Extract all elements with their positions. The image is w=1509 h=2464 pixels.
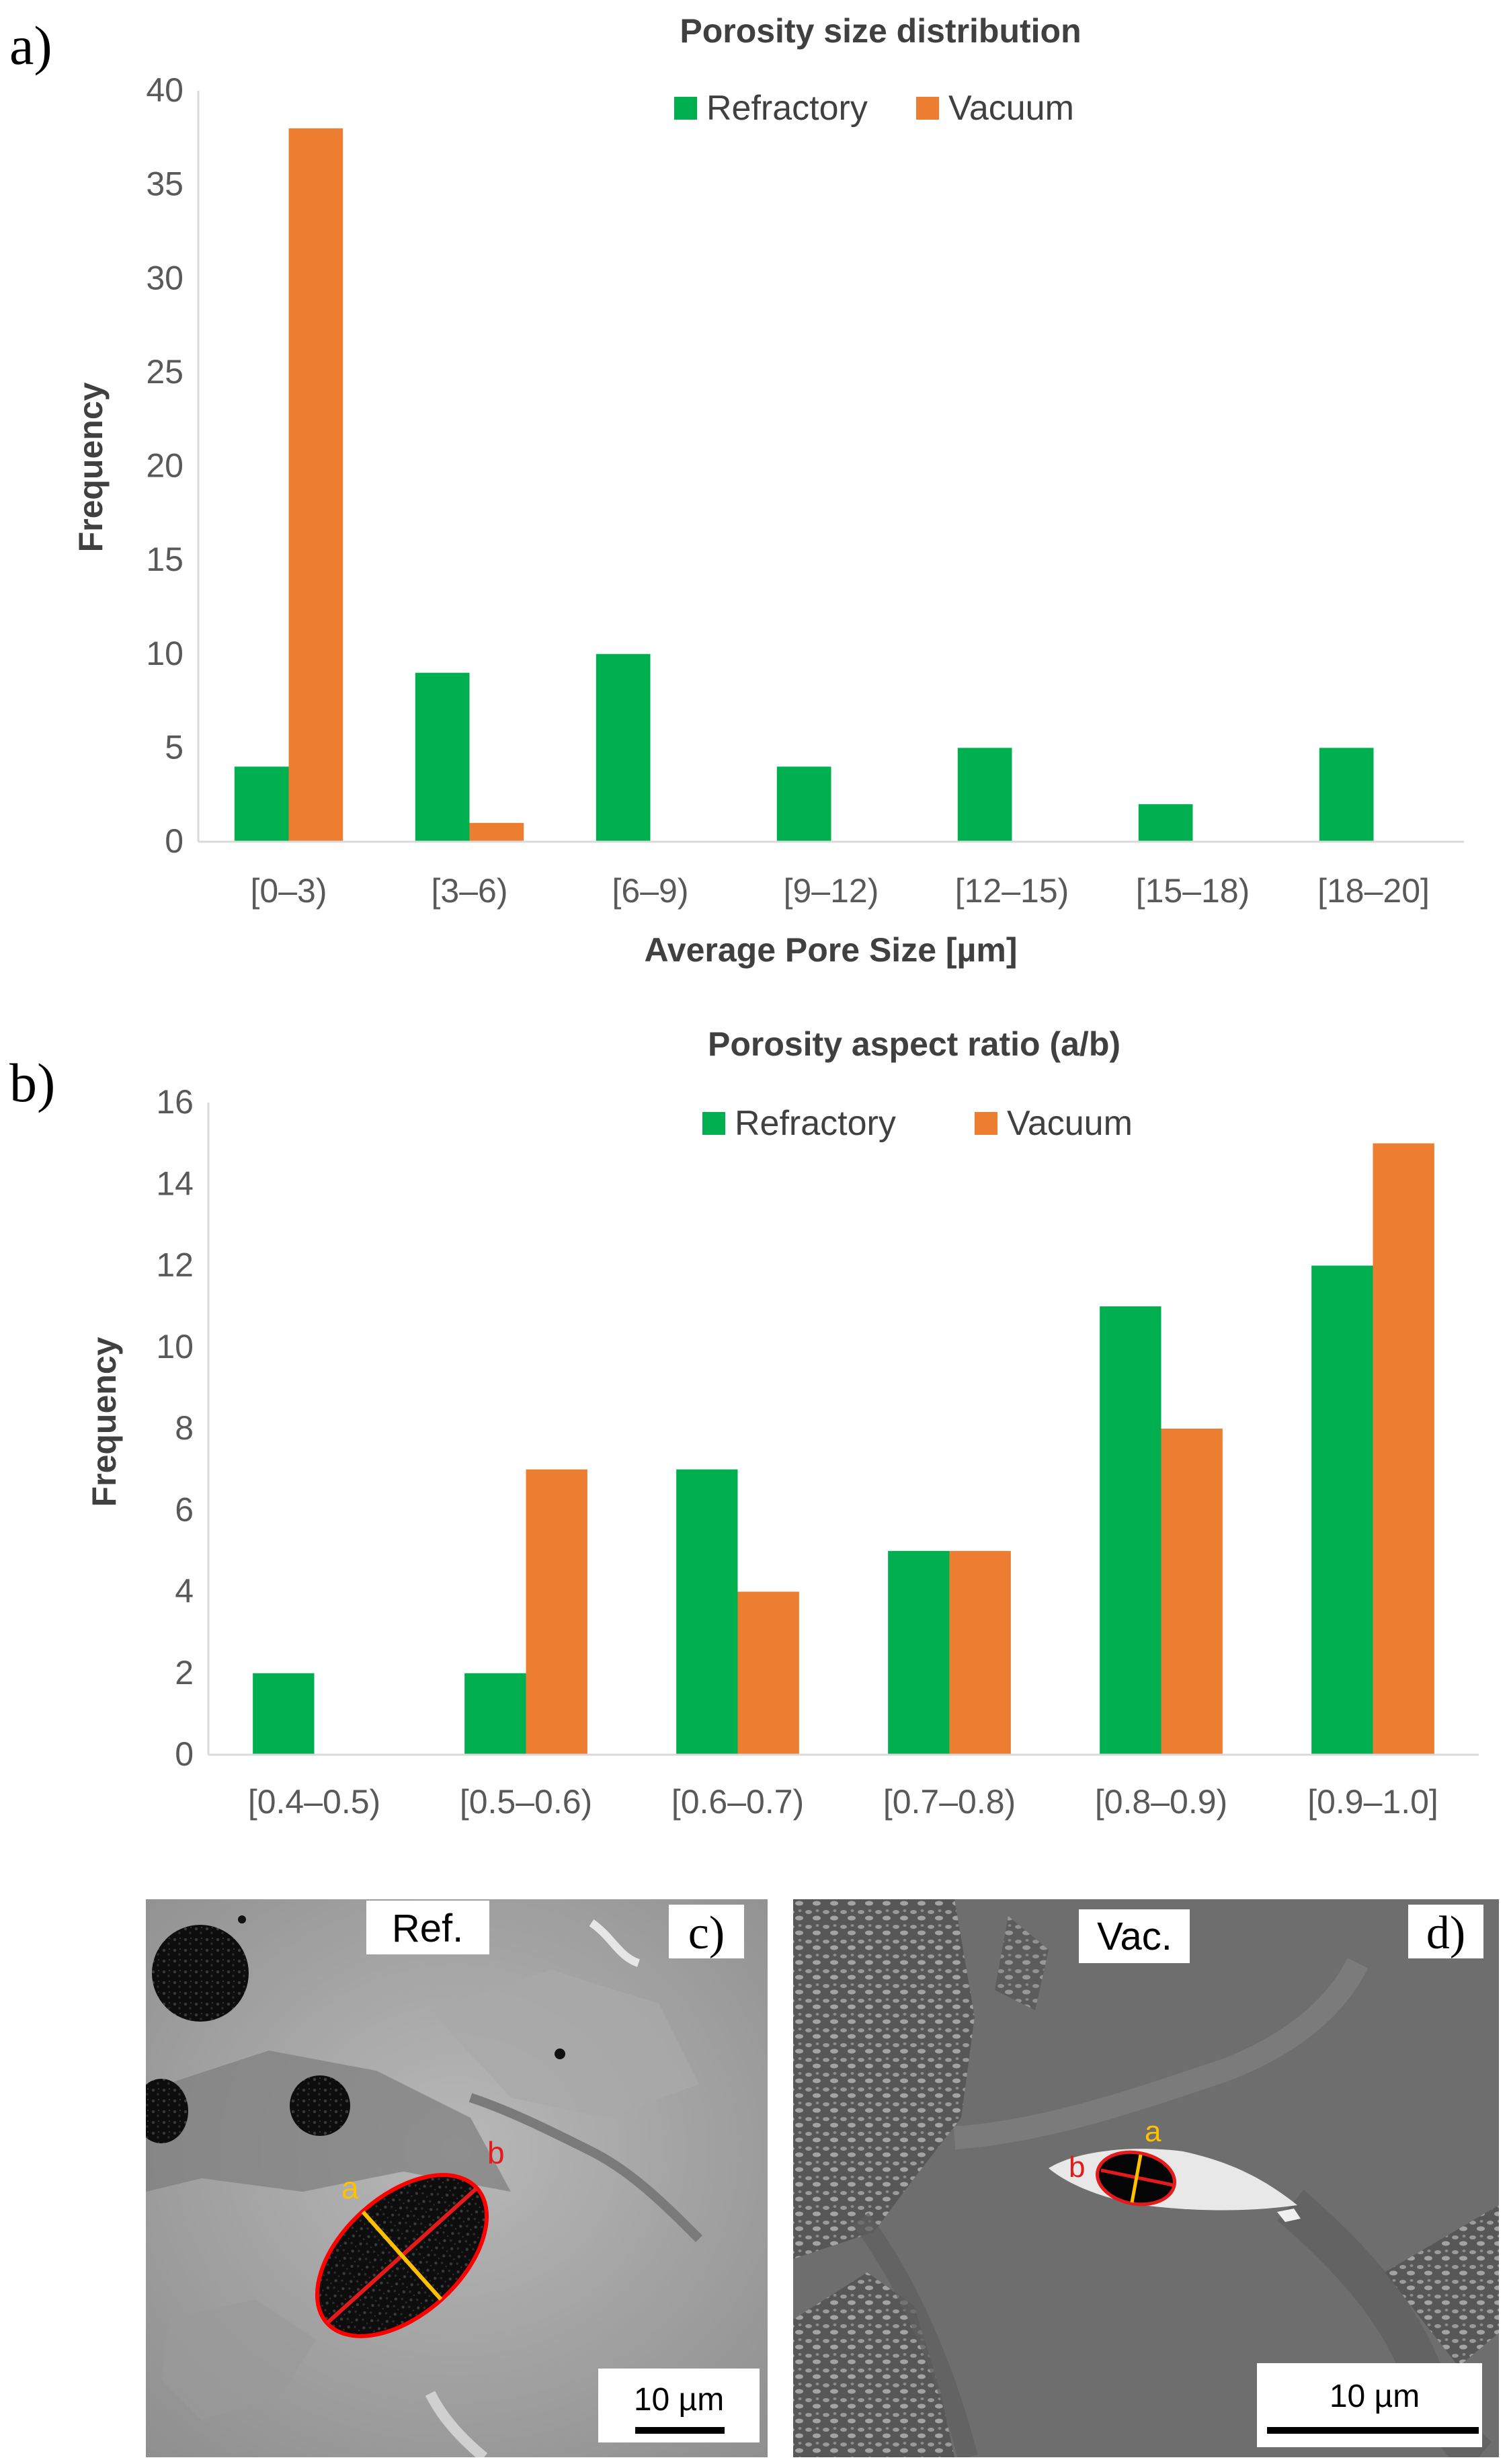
chart-a-title: Porosity size distribution (680, 12, 1081, 50)
micrograph-ref (146, 1899, 768, 2457)
a-x-tick-label: [9–12) (784, 872, 879, 910)
a-y-tick-label: 5 (165, 728, 183, 766)
a-legend-label-vacuum: Vacuum (948, 89, 1074, 128)
b-y-tick-label: 14 (156, 1164, 194, 1202)
a-y-tick-label: 25 (146, 353, 183, 391)
b-y-tick-label: 8 (175, 1409, 194, 1447)
minor-axis-ref (361, 2211, 443, 2301)
b-y-tick-label: 0 (175, 1735, 194, 1773)
b-legend-label-refractory: Refractory (735, 1104, 896, 1143)
a-x-tick-label: [15–18) (1136, 872, 1250, 910)
a-y-tick-label: 20 (146, 447, 183, 485)
ref-tag: Ref. (392, 1907, 463, 1950)
a-y-tick-label: 15 (146, 541, 183, 578)
chart-a-x-axis: [0–3) [3–6) [6–9) [9–12) [12–15) [15–18) [18–2… (251, 872, 1430, 910)
chart-b-bars (253, 1143, 1434, 1755)
b-bar-vacuum-2 (737, 1591, 799, 1755)
b-bar-refractory-5 (1311, 1265, 1373, 1755)
a-y-tick-label: 0 (165, 822, 183, 860)
chart-a-ylabel: Frequency (72, 382, 110, 552)
a-legend-label-refractory: Refractory (706, 89, 868, 128)
pore-1 (152, 1925, 249, 2022)
vac-tag: Vac. (1097, 1915, 1172, 1958)
b-x-tick-label: [0.9–1.0] (1307, 1783, 1438, 1821)
ref-scalebar-label: 10 µm (634, 2382, 724, 2418)
b-y-tick-label: 4 (175, 1573, 194, 1610)
b-x-tick-label: [0.6–0.7) (671, 1783, 804, 1821)
a-bar-refractory-3 (776, 766, 831, 842)
b-legend-label-vacuum: Vacuum (1007, 1104, 1133, 1143)
ref-label-a: a (341, 2170, 359, 2205)
chart-a-bars (234, 128, 1374, 842)
b-bar-vacuum-3 (949, 1550, 1011, 1755)
pore-2 (290, 2075, 350, 2136)
a-x-tick-label: [6–9) (612, 872, 689, 910)
a-bar-refractory-0 (234, 766, 289, 842)
b-x-tick-label: [0.8–0.9) (1095, 1783, 1227, 1821)
b-bar-refractory-2 (676, 1469, 738, 1755)
a-y-tick-label: 35 (146, 165, 183, 203)
b-x-tick-label: [0.7–0.8) (883, 1783, 1016, 1821)
chart-b-y-axis: 0 2 4 6 8 10 12 14 16 (156, 1083, 194, 1773)
ref-tag-box (366, 1901, 489, 1954)
chart-b: b) Porosity aspect ratio (a/b) Refractor… (9, 1025, 1479, 1821)
panel-c-label-box (669, 1905, 744, 1958)
a-y-tick-label: 30 (146, 259, 183, 296)
vac-label-b: b (1069, 2151, 1085, 2184)
panel-d-label: d) (1426, 1907, 1465, 1959)
a-x-tick-label: [3–6) (432, 872, 508, 910)
b-x-tick-label: [0.5–0.6) (460, 1783, 592, 1821)
a-y-tick-label: 10 (146, 635, 183, 672)
b-bar-vacuum-4 (1161, 1429, 1223, 1755)
panel-d-label-box (1408, 1905, 1483, 1958)
a-y-tick-label: 40 (146, 71, 183, 109)
pore-3 (146, 2079, 188, 2143)
a-legend-swatch-refractory (674, 97, 697, 120)
b-y-tick-label: 16 (156, 1083, 194, 1121)
a-x-tick-label: [18–20] (1317, 872, 1430, 910)
b-bar-refractory-3 (888, 1550, 950, 1755)
b-y-tick-label: 6 (175, 1491, 194, 1528)
ref-label-b: b (487, 2135, 505, 2170)
a-bar-vacuum-0 (288, 128, 343, 842)
chart-b-title: Porosity aspect ratio (a/b) (708, 1025, 1120, 1063)
a-bar-refractory-1 (415, 672, 470, 842)
a-legend-swatch-vacuum (916, 97, 939, 120)
minor-axis-vac (1130, 2154, 1143, 2203)
chart-a-y-axis: 0 5 10 15 20 25 30 35 40 (146, 71, 183, 860)
b-x-tick-label: [0.4–0.5) (248, 1783, 380, 1821)
b-bar-vacuum-5 (1373, 1143, 1434, 1755)
chart-b-x-axis: [0.4–0.5) [0.5–0.6) [0.6–0.7) [0.7–0.8) [0.8… (248, 1783, 1438, 1821)
chart-a-legend: Refractory Vacuum (674, 89, 1074, 128)
panel-a-label: a) (9, 15, 52, 76)
vac-scalebar-label: 10 µm (1330, 2379, 1420, 2414)
chart-b-legend: Refractory Vacuum (702, 1104, 1133, 1143)
vac-tag-box (1079, 1909, 1190, 1963)
a-bar-vacuum-1 (469, 823, 524, 842)
b-bar-refractory-4 (1100, 1306, 1161, 1755)
a-x-tick-label: [12–15) (955, 872, 1069, 910)
chart-b-ylabel: Frequency (85, 1337, 123, 1507)
b-bar-refractory-0 (253, 1673, 315, 1755)
b-bar-refractory-1 (464, 1673, 526, 1755)
b-bar-vacuum-1 (526, 1469, 587, 1755)
b-legend-swatch-vacuum (975, 1112, 997, 1135)
b-y-tick-label: 12 (156, 1246, 194, 1284)
a-bar-refractory-6 (1319, 748, 1374, 842)
chart-a-xlabel: Average Pore Size [µm] (645, 931, 1018, 969)
a-bar-refractory-2 (596, 653, 651, 842)
panel-b-label: b) (9, 1052, 55, 1113)
a-x-tick-label: [0–3) (251, 872, 327, 910)
panel-c-label: c) (688, 1907, 725, 1959)
b-y-tick-label: 2 (175, 1654, 194, 1692)
a-bar-refractory-4 (957, 748, 1012, 842)
a-bar-refractory-5 (1138, 804, 1193, 842)
b-legend-swatch-refractory (702, 1112, 725, 1135)
vac-label-a: a (1145, 2115, 1161, 2148)
b-y-tick-label: 10 (156, 1328, 194, 1365)
chart-a: a) Porosity size distribution Refractory… (9, 12, 1464, 969)
